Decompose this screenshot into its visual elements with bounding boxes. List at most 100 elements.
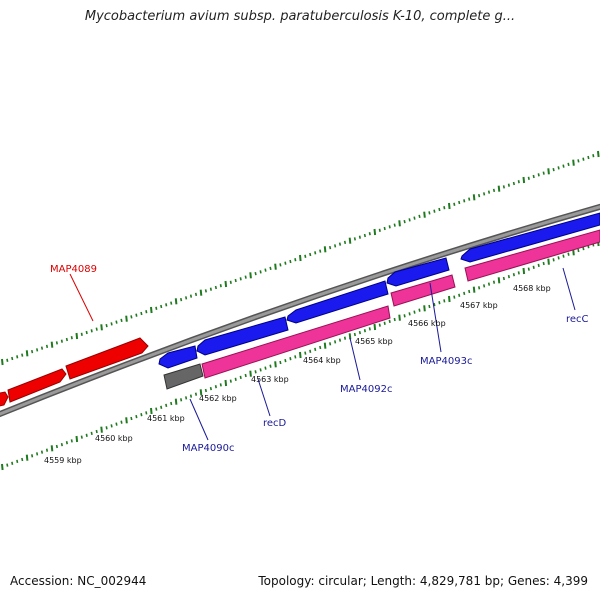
- tick-label-4561: 4561 kbp: [147, 414, 185, 423]
- outer-track-tick: [180, 297, 183, 302]
- gene-labels: MAP4089 MAP4090c recD MAP4092c MAP4093c …: [50, 264, 589, 454]
- outer-track-tick: [249, 272, 252, 279]
- cds-map4090c[interactable]: [158, 345, 198, 369]
- inner-track-tick: [110, 424, 113, 428]
- outer-track-tick: [363, 233, 366, 238]
- inner-track-tick: [458, 293, 461, 297]
- forward-genes: [0, 337, 149, 407]
- outer-track-tick: [537, 173, 540, 177]
- outer-track-tick: [50, 341, 54, 348]
- rna-map4093c[interactable]: [390, 274, 456, 307]
- inner-track-tick: [259, 368, 262, 372]
- inner-track-tick: [472, 286, 476, 293]
- cds-map4092c[interactable]: [286, 280, 389, 324]
- inner-track-tick: [532, 265, 535, 269]
- outer-track-tick: [170, 301, 173, 305]
- outer-track-tick: [348, 237, 352, 244]
- outer-track-tick: [299, 254, 302, 262]
- inner-track-tick: [234, 377, 237, 381]
- inner-track-tick: [224, 379, 228, 387]
- inner-track-tick: [398, 314, 401, 321]
- outer-track-tick: [189, 294, 193, 298]
- inner-track-tick: [65, 441, 68, 445]
- outer-track-tick: [155, 306, 158, 310]
- inner-track-tick: [557, 256, 560, 260]
- tick-label-4566: 4566 kbp: [408, 319, 446, 328]
- gene-label-map4093c[interactable]: MAP4093c: [420, 356, 472, 367]
- inner-track-tick: [249, 370, 252, 377]
- outer-track-tick: [219, 284, 222, 288]
- outer-track-tick: [329, 245, 332, 250]
- inner-track-tick: [453, 295, 456, 299]
- inner-track-tick: [264, 366, 267, 370]
- outer-track-tick: [254, 271, 257, 276]
- gene-label-recc[interactable]: recC: [566, 314, 589, 325]
- outer-track-tick: [95, 327, 98, 331]
- cds-map4093c[interactable]: [386, 257, 450, 287]
- inner-track-tick: [338, 338, 342, 342]
- inner-track-tick: [90, 431, 93, 436]
- outer-track-tick: [234, 278, 237, 283]
- inner-track-tick: [289, 357, 292, 361]
- inner-track-tick: [547, 258, 550, 265]
- inner-track-tick: [567, 252, 570, 256]
- outer-track-tick: [423, 211, 426, 218]
- outer-track-tick: [31, 349, 34, 354]
- outer-track-tick: [90, 329, 93, 333]
- cds-recc[interactable]: [460, 212, 600, 263]
- gene-map4089[interactable]: [65, 337, 149, 380]
- tick-label-4560: 4560 kbp: [95, 434, 133, 443]
- outer-track-tick: [378, 228, 381, 232]
- tick-label-4559: 4559 kbp: [44, 456, 82, 465]
- tick-label-4563: 4563 kbp: [251, 375, 289, 384]
- inner-track-tick: [418, 308, 421, 312]
- inner-track-tick: [383, 321, 386, 325]
- outer-track-tick: [453, 202, 456, 206]
- cds-recd[interactable]: [196, 316, 289, 356]
- outer-track-tick: [507, 183, 510, 187]
- inner-track-tick: [60, 442, 63, 447]
- inner-track-tick: [443, 299, 446, 303]
- gene-label-recd[interactable]: recD: [263, 418, 287, 429]
- inner-track-tick: [25, 454, 29, 461]
- inner-track-tick: [165, 403, 168, 408]
- inner-track-tick: [204, 388, 207, 393]
- inner-track-tick: [294, 355, 297, 359]
- inner-track-tick: [363, 329, 366, 333]
- tick-label-4568: 4568 kbp: [513, 284, 551, 293]
- inner-track-tick: [408, 312, 411, 316]
- tick-label-4565: 4565 kbp: [355, 337, 393, 346]
- inner-track-tick: [507, 274, 510, 279]
- inner-track-tick: [120, 420, 123, 424]
- gene-label-map4089[interactable]: MAP4089: [50, 264, 97, 275]
- gene-map4088[interactable]: [0, 391, 9, 407]
- inner-track-tick: [219, 383, 222, 387]
- inner-track-tick: [140, 413, 143, 417]
- outer-track-tick: [209, 287, 212, 291]
- outer-track-tick: [279, 263, 282, 267]
- rna-recd[interactable]: [201, 305, 391, 379]
- inner-track-tick: [353, 332, 356, 337]
- gene-map4089a[interactable]: [7, 368, 67, 403]
- inner-track-tick: [209, 386, 212, 391]
- outer-track-tick: [393, 223, 396, 227]
- gene-label-map4090c[interactable]: MAP4090c: [182, 443, 234, 454]
- rna-recc[interactable]: [464, 229, 600, 282]
- inner-track-tick: [428, 304, 431, 309]
- inner-track-tick: [155, 407, 158, 411]
- gray-feature[interactable]: [163, 363, 204, 390]
- inner-track-tick: [323, 342, 327, 349]
- gene-label-map4092c[interactable]: MAP4092c: [340, 384, 392, 395]
- outer-track-tick: [309, 252, 312, 257]
- outer-track-tick: [150, 306, 153, 314]
- inner-track-tick: [135, 414, 138, 419]
- outer-track-tick: [582, 157, 585, 161]
- outer-track-tick: [60, 339, 63, 343]
- outer-track-tick: [304, 254, 307, 258]
- inner-track-tick: [199, 389, 203, 396]
- inner-track-tick: [373, 323, 377, 331]
- outer-track-tick: [85, 330, 88, 335]
- outer-track-tick: [323, 246, 327, 253]
- tick-labels: 4559 kbp 4560 kbp 4561 kbp 4562 kbp 4563…: [44, 284, 551, 465]
